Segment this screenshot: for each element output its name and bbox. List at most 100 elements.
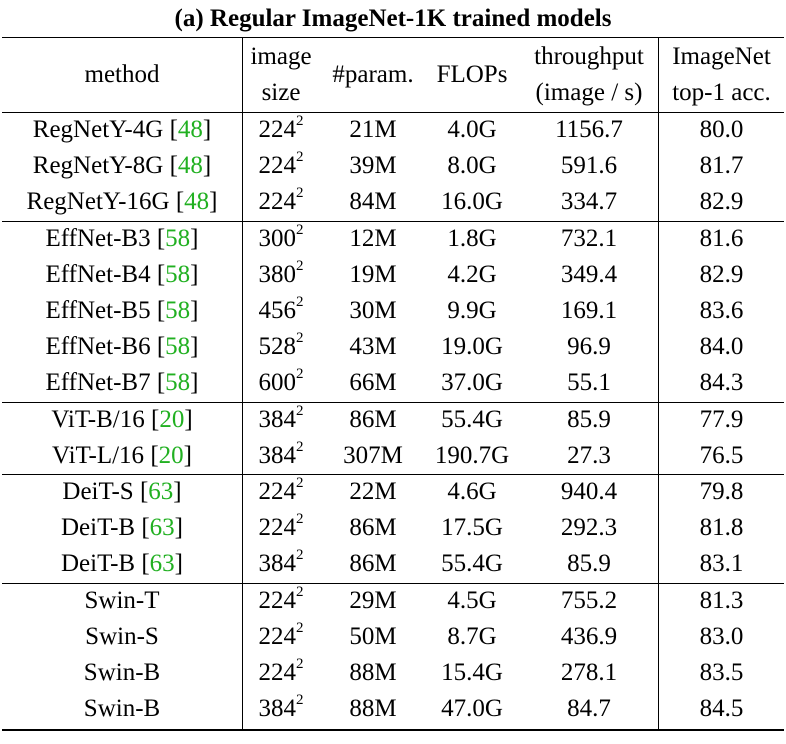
method-cell: DeiT-B [63] [61, 550, 183, 577]
image-size-exponent: 2 [296, 619, 304, 636]
param-cell: 12M [349, 225, 397, 252]
header-image-size-line1: image [250, 43, 312, 70]
citation-link[interactable]: 63 [149, 550, 175, 577]
method-cell: DeiT-B [63] [61, 514, 183, 541]
method-name: EffNet-B6 [45, 333, 151, 360]
flops-cell: 55.4G [441, 406, 503, 433]
accuracy-cell: 83.6 [699, 297, 744, 324]
param-cell: 50M [349, 623, 397, 650]
accuracy-cell: 84.5 [699, 695, 744, 722]
method-name: RegNetY-8G [32, 152, 164, 179]
method-cell: ViT-L/16 [20] [52, 442, 192, 469]
flops-cell: 1.8G [447, 225, 497, 252]
accuracy-cell: 83.1 [699, 550, 744, 577]
image-size-exponent: 2 [296, 112, 304, 129]
image-size-value: 224 [258, 514, 297, 541]
flops-cell: 37.0G [441, 369, 503, 396]
citation-link[interactable]: 58 [165, 333, 191, 360]
image-size-cell: 3842 [243, 691, 319, 727]
method-name: DeiT-B [61, 550, 136, 577]
group-separator-rule [2, 402, 784, 403]
accuracy-cell: 81.8 [699, 514, 744, 541]
image-size-exponent: 2 [296, 583, 304, 600]
header-param: #param. [332, 61, 414, 88]
method-name: RegNetY-16G [26, 188, 170, 215]
image-size-cell: 3842 [243, 402, 319, 438]
bottom-rule [2, 729, 784, 731]
image-size-value: 384 [258, 550, 297, 577]
param-cell: 21M [349, 116, 397, 143]
image-size-cell: 4562 [243, 293, 319, 329]
image-size-exponent: 2 [296, 655, 304, 672]
image-size-cell: 2242 [243, 510, 319, 546]
image-size-cell: 5282 [243, 329, 319, 365]
throughput-cell: 27.3 [567, 442, 611, 469]
param-cell: 29M [349, 587, 397, 614]
image-size-value: 224 [258, 587, 297, 614]
citation-link[interactable]: 58 [165, 261, 191, 288]
flops-cell: 47.0G [441, 695, 503, 722]
param-cell: 39M [349, 152, 397, 179]
citation-link[interactable]: 63 [148, 478, 174, 505]
citation-link[interactable]: 58 [165, 369, 191, 396]
method-name: Swin-T [84, 587, 160, 614]
accuracy-cell: 81.7 [699, 152, 744, 179]
header-accuracy-line2: top-1 acc. [672, 79, 771, 106]
citation-link[interactable]: 20 [158, 442, 184, 469]
image-size-cell: 3842 [243, 546, 319, 582]
method-cell: EffNet-B5 [58] [45, 297, 199, 324]
method-cell: EffNet-B3 [58] [45, 225, 199, 252]
image-size-value: 384 [258, 406, 297, 433]
citation-link[interactable]: 48 [177, 116, 203, 143]
header-accuracy-line1: ImageNet [672, 43, 771, 70]
accuracy-cell: 82.9 [699, 188, 744, 215]
accuracy-cell: 84.3 [699, 369, 744, 396]
citation-link[interactable]: 58 [165, 297, 191, 324]
flops-cell: 8.7G [447, 623, 497, 650]
flops-cell: 190.7G [434, 442, 510, 469]
accuracy-cell: 77.9 [699, 406, 744, 433]
image-size-exponent: 2 [296, 365, 304, 382]
citation-link[interactable]: 58 [165, 225, 191, 252]
throughput-cell: 278.1 [560, 659, 618, 686]
citation-link[interactable]: 63 [149, 514, 175, 541]
throughput-cell: 732.1 [560, 225, 618, 252]
method-name: RegNetY-4G [32, 116, 164, 143]
image-size-exponent: 2 [296, 184, 304, 201]
image-size-exponent: 2 [296, 438, 304, 455]
image-size-cell: 2242 [243, 184, 319, 220]
throughput-cell: 96.9 [567, 333, 611, 360]
method-cell: EffNet-B4 [58] [45, 261, 199, 288]
image-size-exponent: 2 [296, 691, 304, 708]
image-size-exponent: 2 [296, 329, 304, 346]
group-separator-rule [2, 583, 784, 584]
image-size-exponent: 2 [296, 221, 304, 238]
citation-link[interactable]: 20 [159, 406, 185, 433]
method-name: ViT-L/16 [52, 442, 145, 469]
param-cell: 43M [349, 333, 397, 360]
accuracy-cell: 79.8 [699, 478, 744, 505]
header-image-size-line2: size [261, 79, 301, 106]
image-size-value: 224 [258, 659, 297, 686]
method-cell: EffNet-B6 [58] [45, 333, 199, 360]
flops-cell: 9.9G [447, 297, 497, 324]
flops-cell: 4.2G [447, 261, 497, 288]
header-flops: FLOPs [436, 61, 508, 88]
accuracy-cell: 81.6 [699, 225, 744, 252]
flops-cell: 15.4G [441, 659, 503, 686]
method-name: DeiT-B [61, 514, 136, 541]
image-size-exponent: 2 [296, 257, 304, 274]
throughput-cell: 436.9 [560, 623, 618, 650]
flops-cell: 16.0G [441, 188, 503, 215]
throughput-cell: 591.6 [560, 152, 618, 179]
image-size-cell: 3802 [243, 257, 319, 293]
throughput-cell: 84.7 [567, 695, 611, 722]
citation-link[interactable]: 48 [177, 152, 203, 179]
citation-link[interactable]: 48 [184, 188, 210, 215]
image-size-exponent: 2 [296, 402, 304, 419]
group-separator-rule [2, 221, 784, 222]
image-size-value: 384 [258, 695, 297, 722]
image-size-value: 600 [258, 369, 297, 396]
image-size-exponent: 2 [296, 546, 304, 563]
